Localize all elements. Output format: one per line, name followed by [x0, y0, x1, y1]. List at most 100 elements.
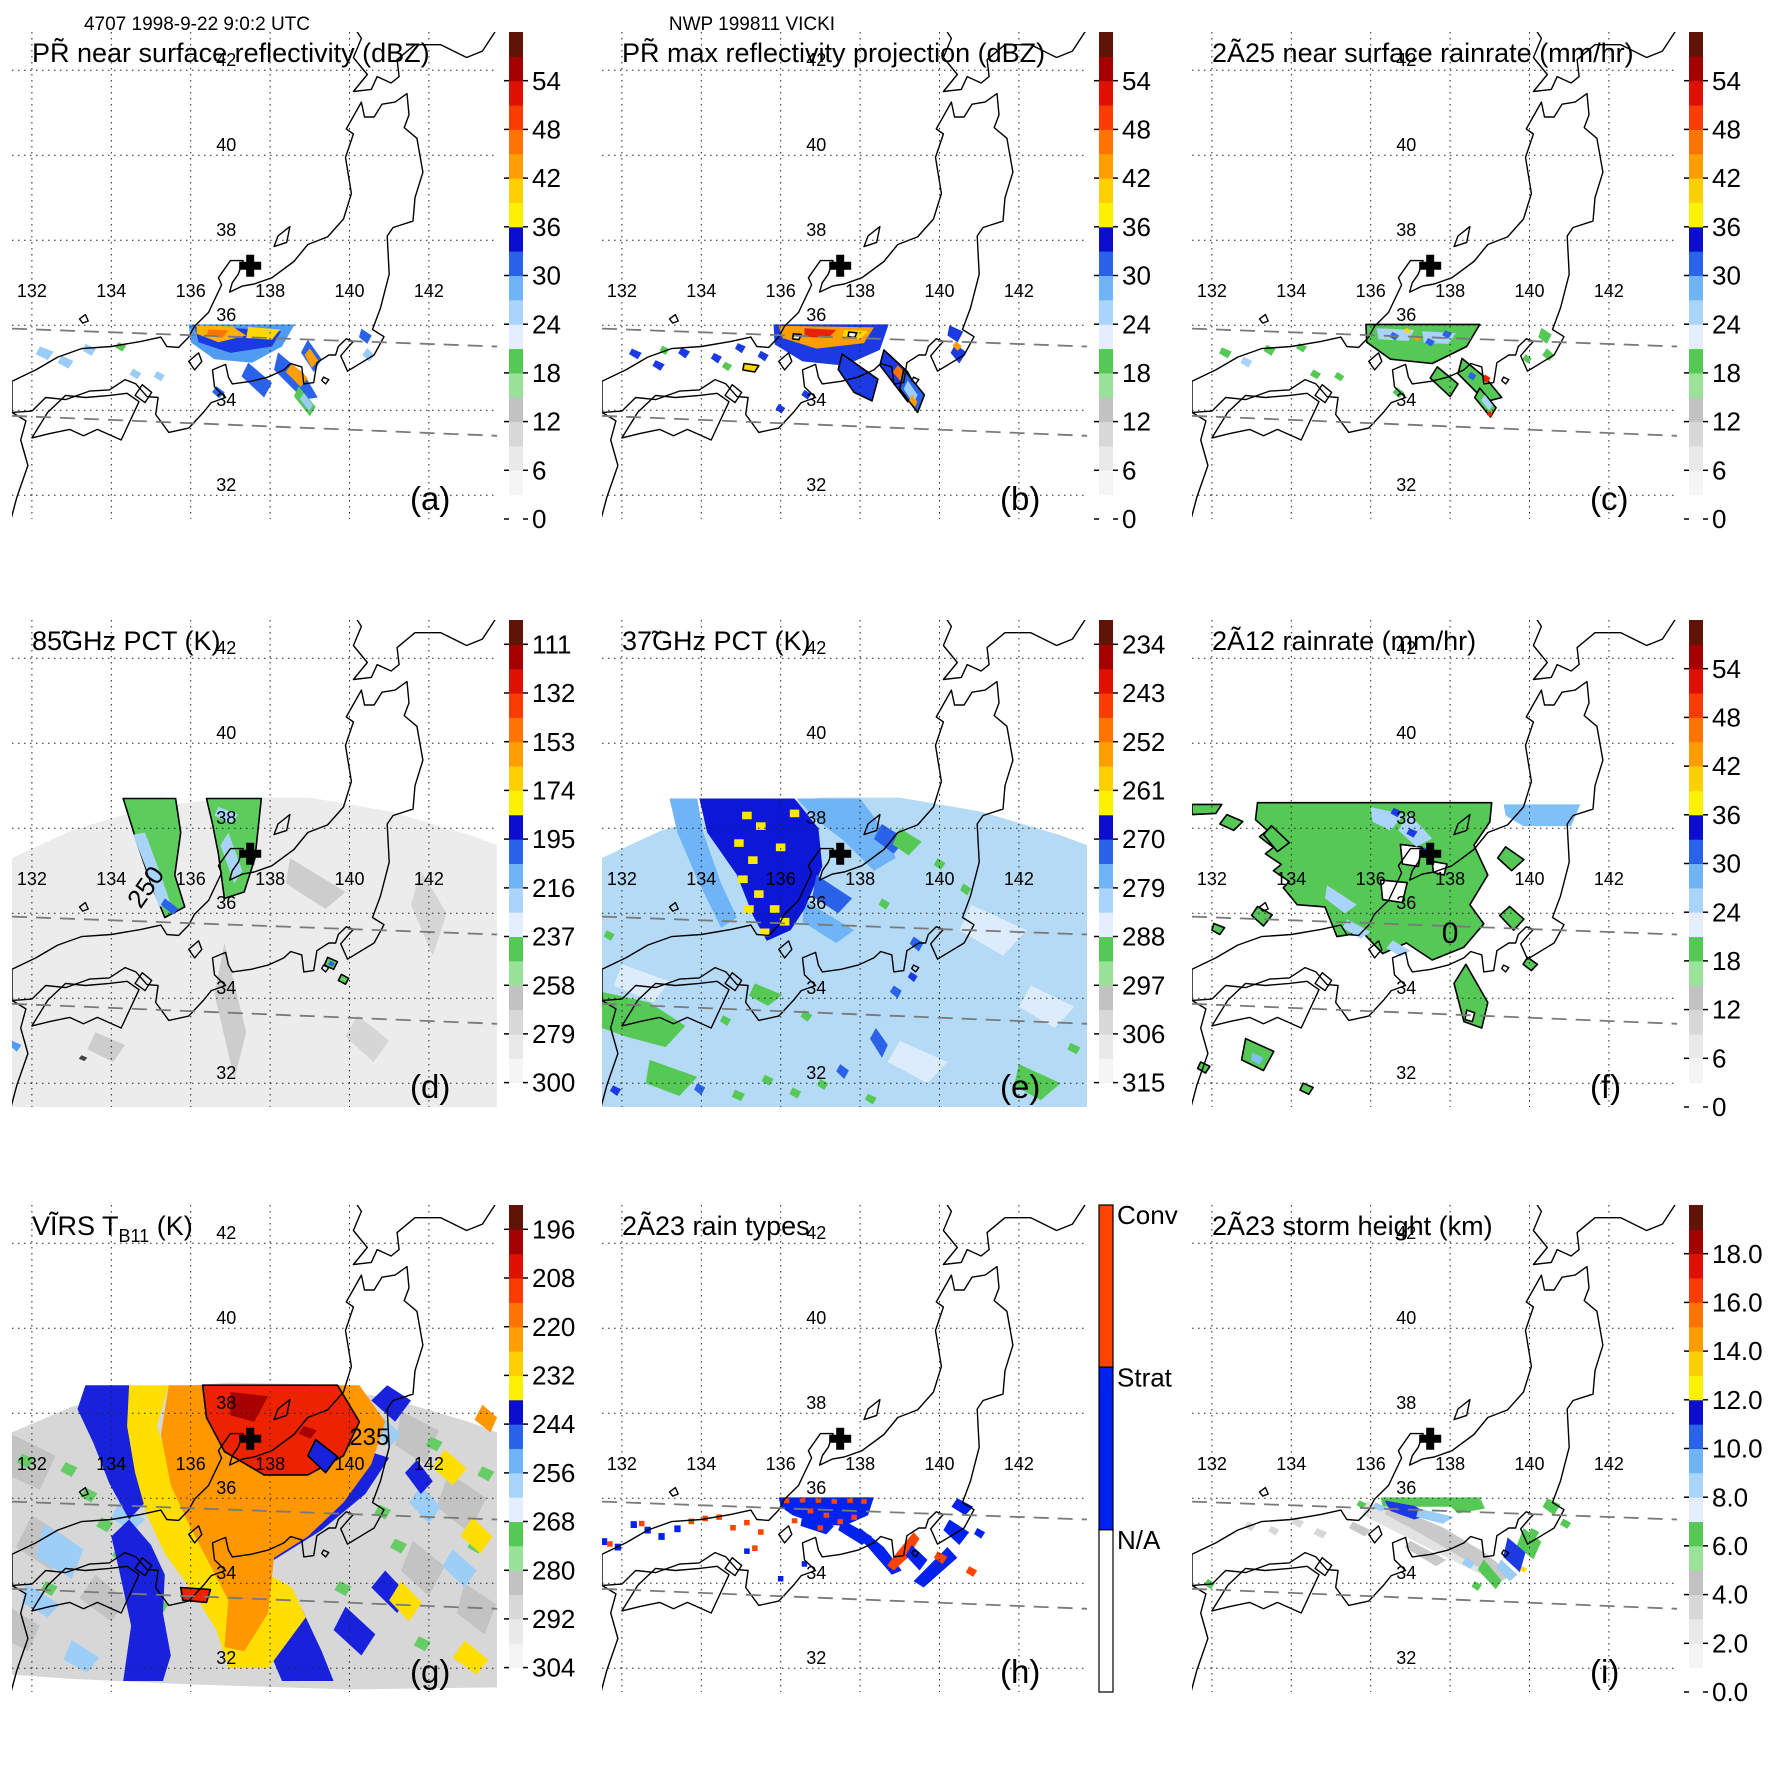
map-data-field: [602, 797, 1087, 1107]
colorbar-tick-label: 196: [532, 1214, 575, 1244]
japan-coastline: [602, 32, 1086, 519]
storm-center-cross: [1419, 254, 1442, 277]
lon-label: 140: [924, 869, 954, 889]
panel-f: 132 134 136 138 140 142 32 34 36 38 40 42 0 2Ã12 rai…: [1191, 620, 1757, 1160]
colorbar-tick-label: 0: [1712, 504, 1726, 534]
lat-label: 42: [806, 50, 826, 70]
colorbar-tick-label: 10.0: [1712, 1434, 1763, 1464]
storm-center-cross: [1419, 842, 1442, 865]
lon-label: 138: [255, 869, 285, 889]
panel-i: 132 134 136 138 140 142 32 34 36 38 40 42 2Ã23 stor…: [1191, 1205, 1763, 1745]
lat-label: 42: [806, 638, 826, 658]
colorbar-tick-label: 279: [1122, 873, 1165, 903]
japan-coastline: [12, 1205, 496, 1692]
pr-swath-edge-lines: [1191, 327, 1678, 437]
coordinate-labels: 132 134 136 138 140 142 32 34 36 38 40 42: [607, 50, 1034, 495]
colorbar-tick-label: 24: [1712, 309, 1741, 339]
colorbar-tick-label: 153: [532, 727, 575, 757]
lon-label: 140: [924, 281, 954, 301]
panel-letter: (a): [410, 480, 450, 517]
panel-title: 85̃GHz PCT (K): [32, 626, 221, 656]
lat-label: 40: [806, 723, 826, 743]
lat-label: 34: [806, 390, 826, 410]
lon-label: 134: [96, 1454, 126, 1474]
colorbar-tick-label: 256: [532, 1458, 575, 1488]
panel-title: 2Ã25 near surface rainrate (mm/hr): [1212, 37, 1634, 68]
lon-label: 134: [96, 869, 126, 889]
lon-label: 132: [607, 869, 637, 889]
colorbar: 0.0 2.0 4.0 6.0 8.0 10.0 12.0 14.0 16.0 18.0: [1684, 1205, 1763, 1707]
lon-label: 142: [1594, 281, 1624, 301]
lon-label: 132: [1197, 869, 1227, 889]
lat-label: 40: [1396, 723, 1416, 743]
panel-title: 2Ã23 rain types: [622, 1210, 810, 1241]
pr-swath-edge-lines: [601, 915, 1088, 1025]
panel-title: PR̃ near surface reflectivity (dBZ): [32, 38, 430, 68]
lat-label: 38: [216, 808, 236, 828]
lon-label: 134: [686, 1454, 716, 1474]
colorbar-tick-label: 268: [532, 1507, 575, 1537]
lat-label: 32: [216, 475, 236, 495]
graticule: [602, 1205, 1087, 1692]
japan-coastline: [602, 620, 1086, 1107]
map-data-field: [12, 797, 497, 1107]
colorbar-tick-label: 42: [1712, 751, 1741, 781]
colorbar-tick-label: 18: [1712, 946, 1741, 976]
lon-label: 136: [176, 281, 206, 301]
lat-label: 34: [216, 1563, 236, 1583]
panel-d: 132 134 136 138 140 142 32 34 36 38 40 42 250 85̃GHz …: [11, 620, 577, 1160]
panel-letter: (g): [410, 1653, 450, 1690]
colorbar-tick-label: 292: [532, 1604, 575, 1634]
lon-label: 142: [1594, 869, 1624, 889]
lon-label: 142: [414, 1454, 444, 1474]
panel-title: 37̃GHz PCT (K): [622, 626, 811, 656]
storm-center-cross: [829, 842, 852, 865]
lat-label: 34: [216, 390, 236, 410]
colorbar: 304 292 280 268 256 244 232 220 208 196: [504, 1205, 575, 1693]
coordinate-labels: 132 134 136 138 140 142 32 34 36 38 40 42: [17, 1223, 444, 1668]
panel-letter: (h): [1000, 1653, 1040, 1690]
colorbar-tick-label: 48: [1712, 115, 1741, 145]
lon-label: 132: [607, 281, 637, 301]
colorbar-tick-label: 216: [532, 873, 575, 903]
lat-label: 42: [806, 1223, 826, 1243]
colorbar-tick-label: 234: [1122, 629, 1165, 659]
lat-label: 32: [1396, 1648, 1416, 1668]
lon-label: 136: [766, 869, 796, 889]
japan-coastline: [12, 32, 496, 519]
pr-swath-edge-lines: [1191, 915, 1678, 1025]
storm-center-cross: [829, 254, 852, 277]
colorbar-tick-label: 54: [1122, 66, 1151, 96]
colorbar-category-label: Strat: [1117, 1362, 1173, 1392]
panel-g: 132 134 136 138 140 142 32 34 36 38 40 42 235 VĨRS T…: [11, 1205, 577, 1745]
map-data-field: [1219, 323, 1555, 418]
lat-label: 34: [806, 978, 826, 998]
lat-label: 40: [806, 1308, 826, 1328]
panel-letter: (e): [1000, 1068, 1040, 1105]
coordinate-labels: 132 134 136 138 140 142 32 34 36 38 40 42: [17, 638, 444, 1083]
colorbar-tick-label: 132: [532, 678, 575, 708]
japan-coastline: [1192, 32, 1676, 519]
colorbar-tick-label: 12.0: [1712, 1385, 1763, 1415]
colorbar-tick-label: 54: [532, 66, 561, 96]
panel-h: 132 134 136 138 140 142 32 34 36 38 40 42 2Ã23 rain…: [601, 1200, 1178, 1745]
coordinate-labels: 132 134 136 138 140 142 32 34 36 38 40 42: [607, 638, 1034, 1083]
lat-label: 42: [216, 638, 236, 658]
panel-g-figure: 132 134 136 138 140 142 32 34 36 38 40 42 235 VĨRS T…: [11, 1205, 575, 1693]
lon-label: 142: [1004, 281, 1034, 301]
colorbar: 0 6 12 18 24 30 36 42 48 54: [1684, 32, 1741, 534]
colorbar-tick-label: 42: [1712, 163, 1741, 193]
lon-label: 132: [17, 869, 47, 889]
lat-label: 42: [216, 1223, 236, 1243]
map-data-field: [12, 1382, 497, 1690]
colorbar-tick-label: 8.0: [1712, 1482, 1748, 1512]
graticule: [602, 32, 1087, 519]
lon-label: 132: [17, 1454, 47, 1474]
pr-swath-edge-lines: [11, 1500, 498, 1610]
colorbar-tick-label: 195: [532, 824, 575, 854]
panel-letter: (f): [1590, 1068, 1621, 1105]
lat-label: 32: [1396, 475, 1416, 495]
lat-label: 34: [1396, 978, 1416, 998]
